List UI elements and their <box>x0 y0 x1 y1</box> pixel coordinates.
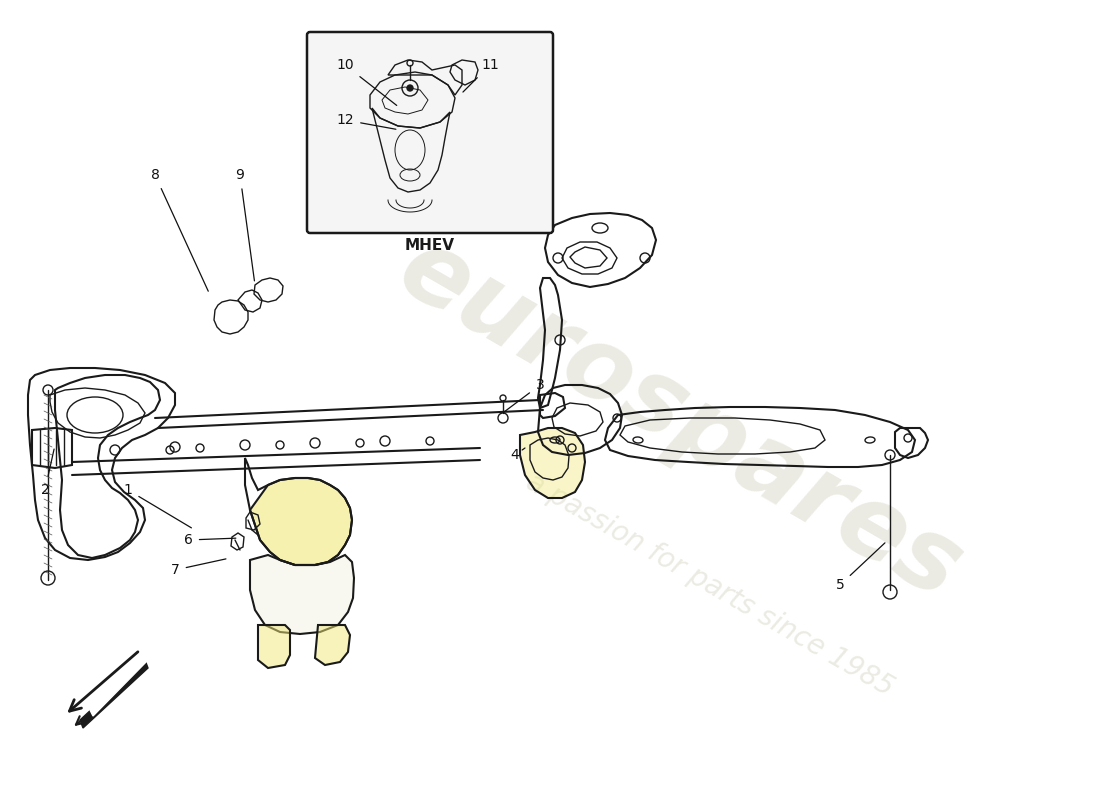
Text: MHEV: MHEV <box>405 238 455 253</box>
Text: 6: 6 <box>184 533 235 547</box>
Polygon shape <box>90 655 148 716</box>
Circle shape <box>407 85 412 91</box>
Text: 11: 11 <box>463 58 499 92</box>
Polygon shape <box>258 625 290 668</box>
Text: 2: 2 <box>41 449 54 497</box>
Text: 10: 10 <box>337 58 397 106</box>
Text: eurospares: eurospares <box>382 220 978 620</box>
Polygon shape <box>520 428 585 498</box>
Text: 12: 12 <box>337 113 396 130</box>
FancyBboxPatch shape <box>307 32 553 233</box>
Polygon shape <box>315 625 350 665</box>
Polygon shape <box>250 478 352 565</box>
Text: 1: 1 <box>123 483 191 528</box>
Text: 9: 9 <box>235 168 254 281</box>
Text: 8: 8 <box>151 168 208 291</box>
Text: 7: 7 <box>170 559 226 577</box>
Text: 3: 3 <box>504 378 544 413</box>
Text: 4: 4 <box>510 448 525 462</box>
Polygon shape <box>80 660 148 728</box>
Polygon shape <box>250 555 354 634</box>
Text: 5: 5 <box>836 543 886 592</box>
Text: a passion for parts since 1985: a passion for parts since 1985 <box>521 468 899 702</box>
